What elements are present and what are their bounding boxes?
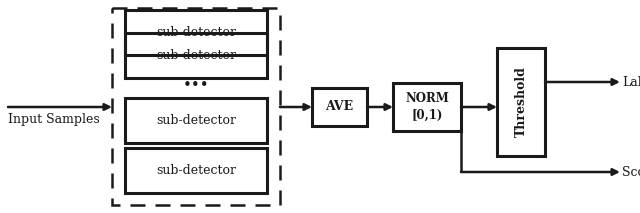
Bar xyxy=(393,83,461,131)
Text: Threshold: Threshold xyxy=(515,66,527,137)
Bar xyxy=(497,48,545,156)
Text: •••: ••• xyxy=(182,78,209,92)
Text: Input Samples: Input Samples xyxy=(8,114,100,127)
Bar xyxy=(125,148,267,193)
Bar xyxy=(125,10,267,55)
Bar xyxy=(125,33,267,78)
Bar xyxy=(312,88,367,126)
Text: sub-detector: sub-detector xyxy=(156,114,236,127)
Text: AVE: AVE xyxy=(325,101,353,114)
Text: Labels: Labels xyxy=(622,75,640,88)
Bar xyxy=(125,98,267,143)
Text: Scores: Scores xyxy=(622,166,640,178)
Text: sub-detector: sub-detector xyxy=(156,26,236,39)
Bar xyxy=(112,8,280,205)
Text: NORM
[0,1): NORM [0,1) xyxy=(405,92,449,122)
Text: sub-detector: sub-detector xyxy=(156,164,236,177)
Text: sub-detector: sub-detector xyxy=(156,49,236,62)
